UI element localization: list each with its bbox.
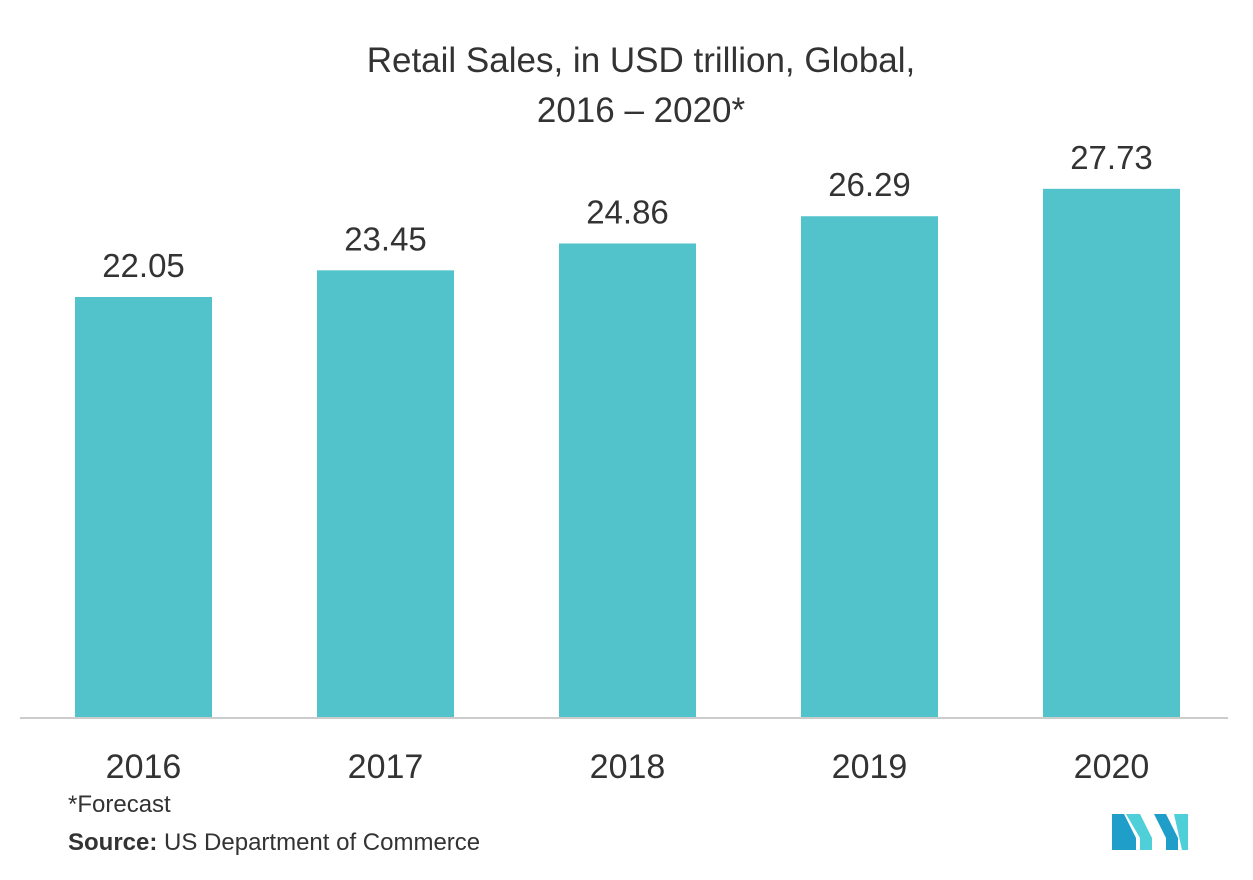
- bar-2019: [801, 216, 938, 717]
- bar-2017: [317, 270, 454, 717]
- x-tick-label-2020: 2020: [1074, 748, 1150, 786]
- x-tick-label-2016: 2016: [106, 748, 182, 786]
- value-label-2018: 24.86: [586, 193, 669, 230]
- source-label: Source:: [68, 829, 158, 856]
- x-tick-label-2017: 2017: [348, 748, 424, 786]
- bars-group: [75, 188, 1180, 718]
- value-label-2017: 23.45: [344, 220, 427, 257]
- source-text: US Department of Commerce: [157, 829, 481, 856]
- bar-2018: [559, 243, 696, 717]
- chart-title-line1: Retail Sales, in USD trillion, Global,: [366, 41, 916, 80]
- source-line: Source: US Department of Commerce: [68, 829, 480, 857]
- bar-2016: [75, 297, 212, 717]
- chart-title: Retail Sales, in USD trillion, Global, 2…: [0, 36, 1253, 136]
- x-tick-label-2019: 2019: [832, 748, 908, 786]
- value-label-2019: 26.29: [828, 166, 911, 203]
- value-labels-group: 22.05 23.45 24.86 26.29 27.73: [102, 139, 1153, 284]
- value-label-2020: 27.73: [1070, 139, 1153, 176]
- bar-2020: [1043, 188, 1180, 718]
- chart-subtitle: 2016 – 2020*: [536, 91, 746, 130]
- forecast-note: *Forecast: [68, 791, 171, 818]
- value-label-2016: 22.05: [102, 247, 185, 284]
- mordor-logo-icon: [1112, 814, 1188, 850]
- tick-labels-group: 2016 2017 2018 2019 2020: [106, 748, 1150, 786]
- x-tick-label-2018: 2018: [590, 748, 666, 786]
